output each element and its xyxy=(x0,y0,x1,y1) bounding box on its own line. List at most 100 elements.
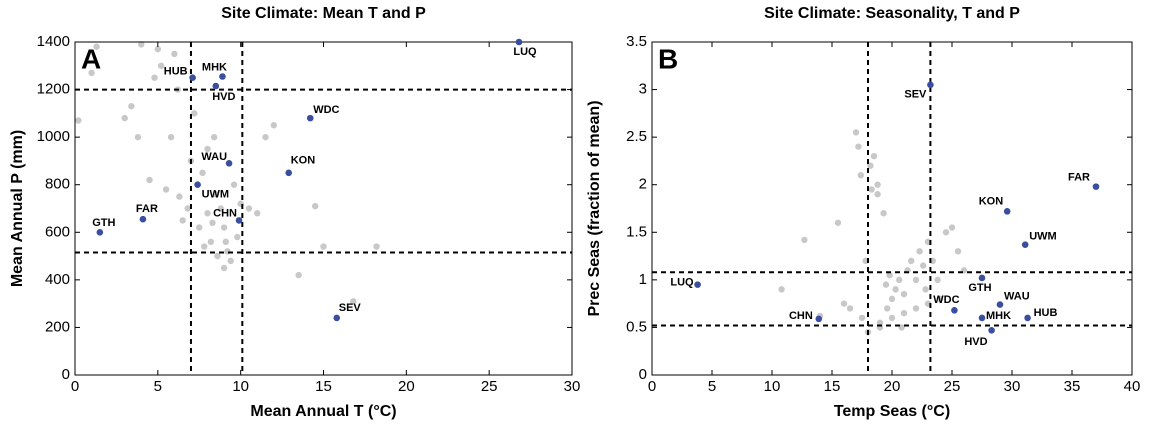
background-point xyxy=(908,257,915,265)
background-point xyxy=(245,205,253,212)
site-label: WAU xyxy=(1004,291,1030,303)
site-point xyxy=(194,181,201,189)
panel-label: B xyxy=(658,43,678,74)
background-point xyxy=(196,224,203,231)
site-point xyxy=(927,81,934,89)
background-point xyxy=(886,271,893,279)
background-point xyxy=(778,286,785,293)
site-point xyxy=(1024,314,1031,322)
x-tick-label: 5 xyxy=(154,378,162,395)
site-label: LUQ xyxy=(670,277,694,289)
site-label: HUB xyxy=(1034,307,1058,319)
x-tick-label: 35 xyxy=(1064,378,1081,395)
y-tick-label: 3 xyxy=(639,81,647,98)
site-point xyxy=(694,281,701,288)
background-point xyxy=(948,224,956,231)
site-label: FAR xyxy=(1068,172,1090,184)
background-point xyxy=(934,276,941,284)
background-point xyxy=(234,233,241,241)
site-label: CHN xyxy=(213,207,237,219)
x-tick-label: 30 xyxy=(564,378,581,395)
site-label: KON xyxy=(979,195,1004,207)
site-point xyxy=(285,169,293,177)
y-tick-label: 2 xyxy=(639,176,647,193)
background-point xyxy=(157,62,165,69)
site-label: FAR xyxy=(136,203,158,215)
site-label: HUB xyxy=(164,66,188,78)
site-point xyxy=(988,326,995,334)
background-point xyxy=(801,236,808,244)
background-point xyxy=(167,133,175,141)
y-tick-label: 1400 xyxy=(37,33,70,50)
site-label: CHN xyxy=(789,310,813,322)
background-point xyxy=(916,248,923,255)
site-point xyxy=(306,114,314,122)
background-point xyxy=(204,145,211,153)
x-tick-label: 15 xyxy=(315,378,332,395)
site-point xyxy=(189,74,196,81)
site-point xyxy=(212,82,220,90)
y-tick-label: 3.5 xyxy=(626,33,647,50)
background-point xyxy=(121,114,128,122)
background-point xyxy=(217,205,224,212)
background-point xyxy=(874,181,881,188)
background-point xyxy=(884,305,891,312)
background-point xyxy=(888,295,896,303)
site-label: UWM xyxy=(202,189,230,201)
background-point xyxy=(868,186,875,193)
background-point xyxy=(146,176,153,184)
background-point xyxy=(846,305,854,312)
site-label: MHK xyxy=(202,61,227,73)
panel-label: A xyxy=(81,43,101,74)
site-label: GTH xyxy=(968,282,991,294)
background-point xyxy=(262,133,269,141)
y-tick-label: 1.5 xyxy=(626,223,647,240)
site-label: WDC xyxy=(313,104,339,116)
background-point xyxy=(852,129,860,136)
background-point xyxy=(212,191,220,198)
background-point xyxy=(222,238,229,245)
x-tick-label: 40 xyxy=(1124,378,1141,395)
site-point xyxy=(815,315,823,323)
y-tick-label: 2.5 xyxy=(626,128,647,145)
background-point xyxy=(201,243,208,250)
background-point xyxy=(954,248,962,255)
x-axis-label: Temp Seas (°C) xyxy=(834,403,950,420)
background-point xyxy=(312,202,319,210)
background-point xyxy=(254,210,261,217)
background-point xyxy=(210,133,218,141)
background-point xyxy=(840,300,848,307)
x-tick-label: 5 xyxy=(708,378,716,395)
site-point xyxy=(219,73,226,80)
y-tick-label: 200 xyxy=(45,318,70,335)
background-point xyxy=(162,186,170,193)
chart-title: Site Climate: Mean T and P xyxy=(221,5,426,22)
site-point xyxy=(515,38,523,46)
chart-title: Site Climate: Seasonality, T and P xyxy=(764,5,1020,22)
background-point xyxy=(900,309,908,317)
y-tick-label: 800 xyxy=(45,176,70,193)
background-point xyxy=(855,143,862,150)
background-point xyxy=(134,133,142,141)
site-label: MHK xyxy=(986,310,1011,322)
site-point xyxy=(1021,241,1029,248)
y-tick-label: 1000 xyxy=(37,128,70,145)
y-axis-label: Mean Annual P (mm) xyxy=(9,130,26,287)
background-point xyxy=(88,69,95,77)
site-point xyxy=(333,314,341,322)
background-point xyxy=(858,314,866,322)
x-tick-label: 25 xyxy=(481,378,498,395)
background-point xyxy=(151,74,158,81)
y-tick-label: 1 xyxy=(639,271,647,288)
site-point xyxy=(235,217,243,224)
site-point xyxy=(1092,183,1100,190)
background-point xyxy=(128,103,135,110)
y-tick-label: 0.5 xyxy=(626,318,647,335)
background-point xyxy=(199,169,206,177)
site-label: WDC xyxy=(933,294,959,306)
y-tick-label: 1200 xyxy=(37,81,70,98)
x-tick-label: 0 xyxy=(71,378,79,395)
background-point xyxy=(191,110,198,117)
background-point xyxy=(138,41,145,48)
